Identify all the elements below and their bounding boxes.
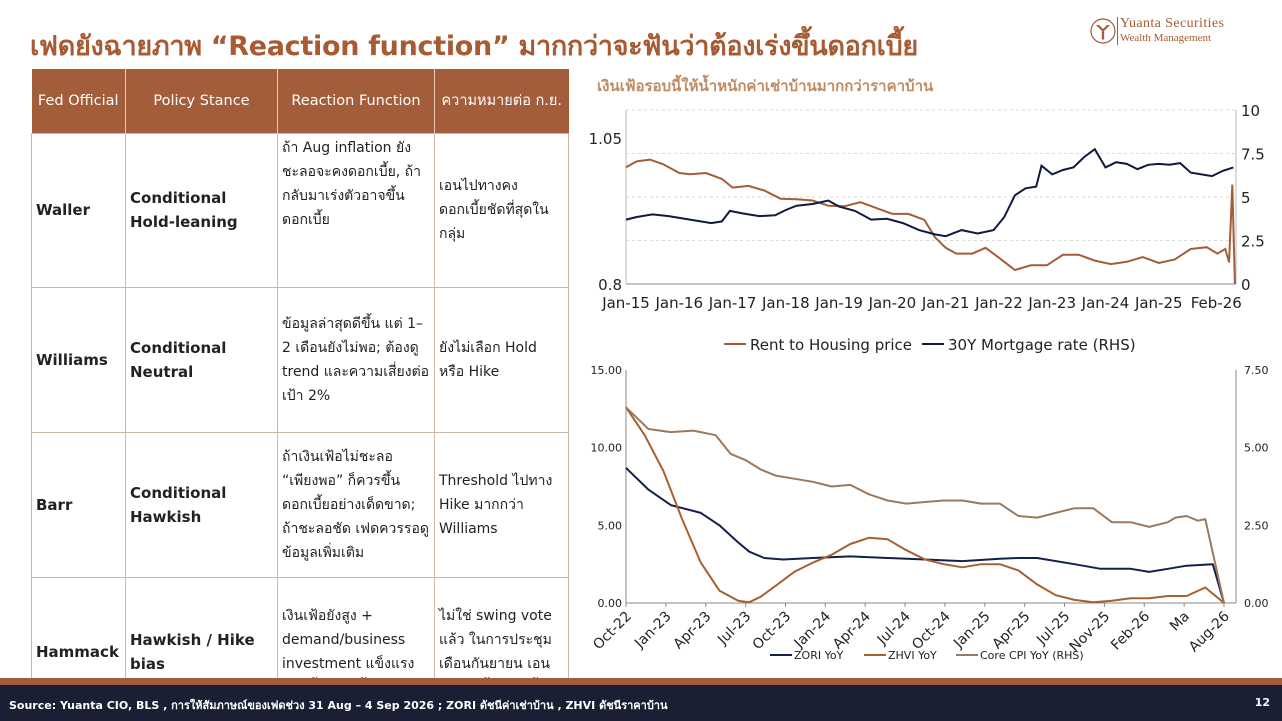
- left-axis-tick-label: 0.8: [598, 276, 622, 294]
- x-axis-tick-label: Oct-22: [590, 609, 635, 654]
- x-axis-tick-label: Feb-26: [1191, 294, 1242, 312]
- x-axis-tick-label: Aug-26: [1186, 608, 1233, 655]
- table-row: Williams Conditional Neutral ข้อมูลล่าสุ…: [31, 286, 569, 433]
- page-title: เฟดยังฉายภาพ “Reaction function” มากกว่า…: [30, 31, 918, 62]
- yuanta-logo-mark-icon: [1090, 18, 1116, 44]
- x-axis-tick-label: Jan-24: [1081, 294, 1130, 312]
- table-header-row: Fed Official Policy Stance Reaction Func…: [31, 69, 569, 133]
- x-axis-tick-label: Jan-19: [814, 294, 863, 312]
- official-name: Barr: [31, 431, 126, 578]
- legend-label: Core CPI YoY (RHS): [980, 649, 1084, 662]
- right-axis-tick-label: 2.50: [1244, 519, 1269, 532]
- x-axis-tick-label: Jan-23: [1027, 294, 1076, 312]
- x-axis-tick-label: Ma: [1167, 609, 1193, 635]
- official-name: Williams: [31, 286, 126, 433]
- left-axis-tick-label: 15.00: [591, 364, 623, 377]
- series-line: [625, 147, 1234, 238]
- meaning: ยังไม่เลือก Hold หรือ Hike: [434, 286, 569, 433]
- page-number: 12: [1254, 696, 1270, 709]
- left-axis-tick-label: 1.05: [589, 130, 622, 148]
- reaction-function: ถ้าเงินเฟ้อไม่ชะลอ “เพียงพอ” ก็ควรขึ้นดอ…: [277, 431, 435, 578]
- series-line: [625, 158, 1236, 285]
- legend-label: Rent to Housing price: [750, 336, 912, 354]
- right-axis-tick-label: 5: [1241, 189, 1251, 207]
- left-axis-tick-label: 10.00: [591, 442, 623, 455]
- x-axis-tick-label: Jan-15: [601, 294, 650, 312]
- x-axis-tick-label: Jan-24: [791, 608, 835, 652]
- policy-stance: Conditional Hold-leaning: [125, 132, 278, 288]
- fed-officials-table: Fed Official Policy Stance Reaction Func…: [31, 69, 569, 721]
- series-line: [625, 406, 1225, 604]
- series-line: [625, 406, 1225, 604]
- yuanta-logo: Yuanta Securities Wealth Management: [1090, 16, 1280, 48]
- right-axis-tick-label: 0: [1241, 276, 1251, 294]
- x-axis-tick-label: Jan-18: [761, 294, 810, 312]
- logo-divider: [1117, 17, 1118, 45]
- x-axis-tick-label: Apr-23: [671, 609, 715, 653]
- meaning: เอนไปทางคงดอกเบี้ยชัดที่สุดในกลุ่ม: [434, 132, 569, 288]
- legend-label: 30Y Mortgage rate (RHS): [948, 336, 1136, 354]
- footer: Source: Yuanta CIO, BLS , การให้สัมภาษณ์…: [0, 685, 1282, 721]
- x-axis-tick-label: Jan-25: [1134, 294, 1183, 312]
- footer-source: Source: Yuanta CIO, BLS , การให้สัมภาษณ์…: [9, 699, 668, 712]
- x-axis-tick-label: Jan-20: [868, 294, 917, 312]
- official-name: Waller: [31, 132, 126, 288]
- right-axis-tick-label: 5.00: [1244, 442, 1269, 455]
- x-axis-tick-label: Jan-25: [950, 609, 993, 652]
- x-axis-tick-label: Apr-25: [990, 609, 1034, 653]
- x-axis-tick-label: Oct-23: [750, 609, 795, 654]
- x-axis-tick-label: Jan-22: [974, 294, 1023, 312]
- reaction-function: ถ้า Aug inflation ยังชะลอจะคงดอกเบี้ย, ถ…: [277, 132, 435, 288]
- series-line: [625, 467, 1225, 604]
- left-axis-tick-label: 0.00: [598, 597, 623, 610]
- right-axis-tick-label: 2.5: [1241, 233, 1265, 251]
- logo-subtitle: Wealth Management: [1120, 32, 1212, 44]
- x-axis-tick-label: Jul-23: [714, 609, 754, 649]
- x-axis-tick-label: Jan-23: [631, 609, 674, 652]
- x-axis-tick-label: Jul-24: [874, 608, 914, 648]
- right-axis-tick-label: 7.50: [1244, 364, 1269, 377]
- header-reaction-function: Reaction Function: [277, 69, 435, 133]
- left-axis-tick-label: 5.00: [598, 519, 623, 532]
- right-axis-tick-label: 10: [1241, 102, 1260, 120]
- header-fed-official: Fed Official: [31, 69, 126, 133]
- right-axis-tick-label: 0.00: [1244, 597, 1269, 610]
- chart1-title: เงินเฟ้อรอบนี้ให้น้ำหนักค่าเช่าบ้านมากกว…: [597, 77, 934, 95]
- reaction-function: ข้อมูลล่าสุดดีขึ้น แต่ 1–2 เดือนยังไม่พอ…: [277, 286, 435, 433]
- table-row: Barr Conditional Hawkish ถ้าเงินเฟ้อไม่ช…: [31, 431, 569, 578]
- x-axis-tick-label: Apr-24: [830, 608, 874, 652]
- x-axis-tick-label: Oct-24: [909, 608, 954, 653]
- legend-label: ZHVI YoY: [888, 649, 937, 662]
- policy-stance: Conditional Hawkish: [125, 431, 278, 578]
- x-axis-tick-label: Feb-26: [1108, 608, 1153, 653]
- x-axis-tick-label: Jan-17: [708, 294, 757, 312]
- footer-accent-band: [0, 678, 1282, 685]
- logo-brand: Yuanta Securities: [1120, 16, 1225, 31]
- policy-stance: Conditional Neutral: [125, 286, 278, 433]
- table-row: Waller Conditional Hold-leaning ถ้า Aug …: [31, 132, 569, 288]
- header-policy-stance: Policy Stance: [125, 69, 278, 133]
- right-axis-tick-label: 7.5: [1241, 146, 1265, 164]
- x-axis-tick-label: Jan-21: [921, 294, 970, 312]
- header-meaning: ความหมายต่อ ก.ย.: [434, 69, 569, 133]
- x-axis-tick-label: Jan-16: [654, 294, 703, 312]
- zori-zhvi-core-cpi-chart: 0.00 5.00 10.00 15.00 0.00 2.50 5.00 7.50 Oct-22…: [590, 364, 1269, 662]
- legend-label: ZORI YoY: [794, 649, 844, 662]
- meaning: Threshold ไปทาง Hike มากกว่า Williams: [434, 431, 569, 578]
